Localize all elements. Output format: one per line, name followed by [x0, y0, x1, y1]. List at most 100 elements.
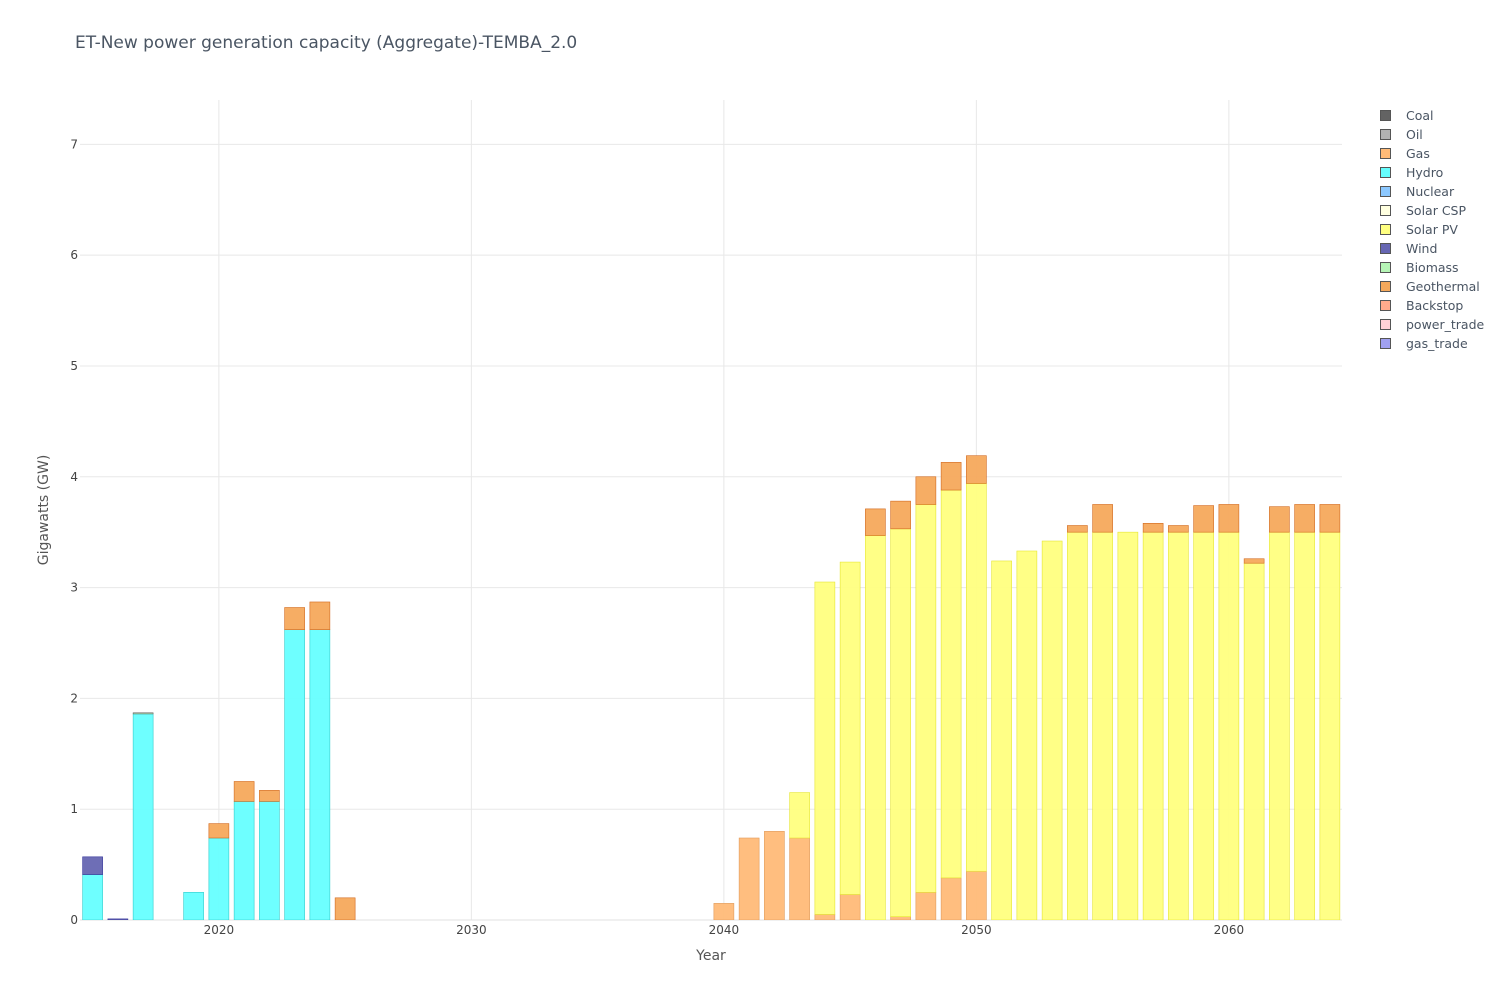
- x-tick-labels: 2020 2030 2040 2050 2060: [204, 923, 1245, 937]
- y-tick-labels: 0 1 2 3 4 5 6 7: [70, 137, 78, 927]
- x-tick-label: 2060: [1214, 923, 1245, 937]
- bar-gas-2040: [713, 903, 735, 920]
- bar-geothermal-2054: [1067, 525, 1088, 533]
- bar-geothermal-2061: [1243, 558, 1265, 564]
- legend-label: gas_trade: [1406, 336, 1468, 351]
- legend-item[interactable]: Biomass: [1380, 258, 1484, 277]
- legend-item[interactable]: Wind: [1380, 239, 1484, 258]
- legend-label: Geothermal: [1406, 279, 1480, 294]
- legend-swatch: [1380, 262, 1391, 273]
- legend-swatch: [1380, 110, 1391, 121]
- legend: Coal Oil Gas Hydro Nuclear Solar CSP Solar PV W…: [1380, 106, 1484, 353]
- legend-item[interactable]: Backstop: [1380, 296, 1484, 315]
- legend-swatch: [1380, 148, 1391, 159]
- legend-swatch: [1380, 243, 1391, 254]
- bar-biomass-2017: [132, 712, 154, 715]
- bar-gas-2042: [764, 831, 785, 920]
- legend-label: Solar CSP: [1406, 203, 1467, 218]
- bar-geothermal-2049: [940, 462, 962, 491]
- bar-gas-2044: [814, 914, 836, 920]
- bar-hydro-2021: [233, 801, 255, 920]
- bar-geothermal-2058: [1168, 525, 1189, 533]
- x-axis-label: Year: [695, 948, 726, 964]
- bar-hydro-2023: [284, 629, 305, 920]
- bar-geothermal-2050: [966, 455, 987, 484]
- bars-layer: [82, 367, 1365, 920]
- y-tick-label: 7: [70, 137, 78, 151]
- bar-geothermal-2020: [208, 823, 230, 839]
- bar-solar-pv-2046: [865, 535, 886, 920]
- bar-gas-2045: [839, 894, 861, 920]
- y-tick-label: 6: [70, 248, 78, 262]
- legend-label: power_trade: [1406, 317, 1485, 332]
- legend-swatch: [1380, 186, 1391, 197]
- legend-item[interactable]: Solar CSP: [1380, 201, 1484, 220]
- x-tick-label: 2020: [204, 923, 235, 937]
- legend-label: Solar PV: [1406, 222, 1458, 237]
- bar-solar-pv-2060: [1218, 531, 1240, 920]
- bar-solar-pv-2044: [814, 581, 836, 915]
- bar-solar-pv-2057: [1142, 531, 1164, 920]
- legend-swatch: [1380, 224, 1391, 235]
- bar-solar-pv-2059: [1193, 531, 1214, 920]
- legend-item[interactable]: power_trade: [1380, 315, 1484, 334]
- bar-geothermal-2059: [1193, 505, 1214, 533]
- y-tick-label: 1: [70, 802, 78, 816]
- legend-swatch: [1380, 281, 1391, 292]
- bar-geothermal-2057: [1142, 522, 1164, 533]
- bar-geothermal-2063: [1294, 504, 1315, 533]
- bar-solar-pv-2055: [1092, 531, 1113, 920]
- bar-hydro-2022: [259, 801, 280, 920]
- bar-solar-pv-2061: [1243, 562, 1265, 920]
- legend-label: Gas: [1406, 146, 1430, 161]
- bar-gas-2048: [915, 891, 937, 920]
- bar-geothermal-2022: [259, 790, 280, 802]
- x-tick-label: 2040: [709, 923, 740, 937]
- bar-solar-pv-2053: [1041, 540, 1063, 920]
- legend-label: Backstop: [1406, 298, 1464, 313]
- bar-hydro-2020: [208, 837, 230, 920]
- legend-swatch: [1380, 205, 1391, 216]
- legend-item[interactable]: Geothermal: [1380, 277, 1484, 296]
- legend-item[interactable]: Hydro: [1380, 163, 1484, 182]
- bar-solar-pv-2062: [1269, 531, 1290, 920]
- bar-geothermal-2047: [890, 500, 911, 530]
- bar-geothermal-2023: [284, 607, 305, 630]
- legend-label: Hydro: [1406, 165, 1444, 180]
- bar-geothermal-2062: [1269, 506, 1290, 533]
- legend-item[interactable]: Oil: [1380, 125, 1484, 144]
- bar-solar-pv-2058: [1168, 531, 1189, 920]
- y-tick-label: 2: [70, 691, 78, 705]
- legend-item[interactable]: Solar PV: [1380, 220, 1484, 239]
- bar-geothermal-2021: [233, 781, 255, 802]
- legend-swatch: [1380, 300, 1391, 311]
- bar-geothermal-2048: [915, 476, 937, 505]
- bar-gas-2043: [789, 837, 810, 920]
- bar-solar-pv-2063: [1294, 531, 1315, 920]
- bar-geothermal-2064: [1319, 504, 1341, 533]
- bar-hydro-2019: [183, 891, 204, 920]
- x-tick-label: 2050: [961, 923, 992, 937]
- bar-gas-2041: [738, 837, 760, 920]
- bar-gas-2049: [940, 877, 962, 920]
- legend-label: Biomass: [1406, 260, 1459, 275]
- bar-solar-pv-2051: [991, 560, 1012, 920]
- bar-geothermal-2024: [309, 601, 331, 630]
- bar-geothermal-2065: [1345, 367, 1365, 394]
- y-tick-label: 0: [70, 913, 78, 927]
- bar-solar-pv-2048: [915, 504, 937, 893]
- bar-hydro-2024: [309, 629, 331, 920]
- legend-label: Oil: [1406, 127, 1423, 142]
- y-tick-label: 5: [70, 359, 78, 373]
- legend-item[interactable]: Coal: [1380, 106, 1484, 125]
- bar-wind-2016: [107, 918, 129, 920]
- legend-swatch: [1380, 319, 1391, 330]
- bar-solar-pv-2045: [839, 561, 861, 895]
- bar-hydro-2017: [132, 713, 154, 920]
- legend-item[interactable]: Nuclear: [1380, 182, 1484, 201]
- bar-gas-2047: [890, 916, 911, 920]
- bar-geothermal-2025: [334, 897, 356, 920]
- bar-solar-pv-2050: [966, 483, 987, 872]
- legend-item[interactable]: Gas: [1380, 144, 1484, 163]
- legend-item[interactable]: gas_trade: [1380, 334, 1484, 353]
